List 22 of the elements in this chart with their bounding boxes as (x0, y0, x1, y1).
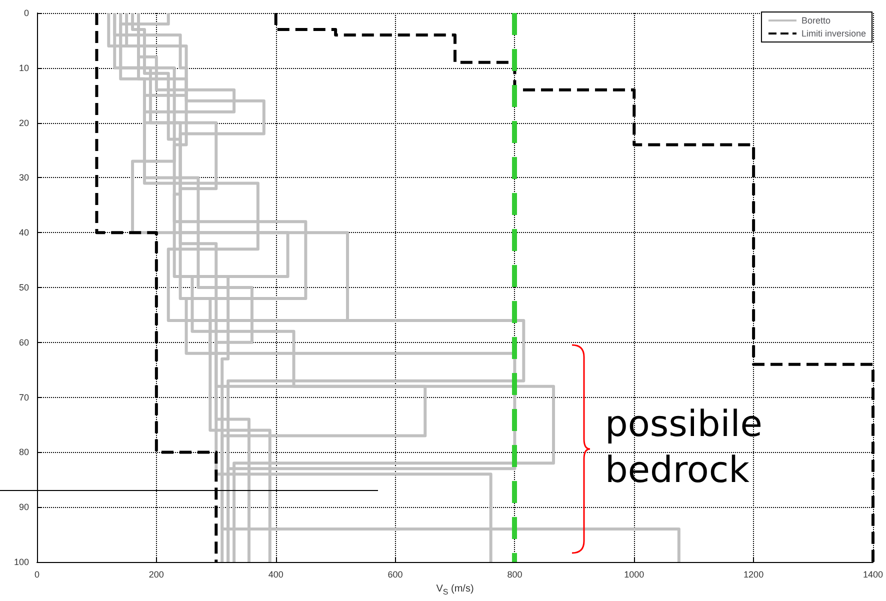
legend-label: Boretto (801, 16, 831, 26)
y-tick-label: 60 (18, 337, 29, 348)
legend-label: Limiti inversione (801, 28, 866, 38)
y-tick-label: 40 (18, 228, 29, 238)
x-tick-label: 200 (148, 570, 164, 580)
y-tick-label: 90 (18, 502, 29, 512)
y-tick-label: 20 (18, 118, 29, 128)
x-tick-label: 0 (34, 570, 40, 580)
y-tick-label: 30 (18, 172, 29, 183)
y-tick-label: 0 (24, 8, 29, 18)
y-tick-label: 80 (18, 447, 29, 458)
annotation: possibile bedrock (605, 403, 762, 493)
x-tick-label: 1000 (624, 570, 644, 580)
x-tick-label: 600 (388, 570, 403, 580)
y-tick-label: 70 (18, 392, 29, 402)
x-tick-label: 400 (268, 570, 284, 580)
x-tick-label: 1200 (744, 570, 764, 580)
x-tick-label: 800 (507, 570, 522, 580)
y-tick-label: 10 (18, 62, 29, 73)
y-tick-label: 50 (18, 282, 29, 292)
y-tick-label: 100 (14, 557, 29, 567)
x-tick-label: 1400 (862, 570, 884, 580)
